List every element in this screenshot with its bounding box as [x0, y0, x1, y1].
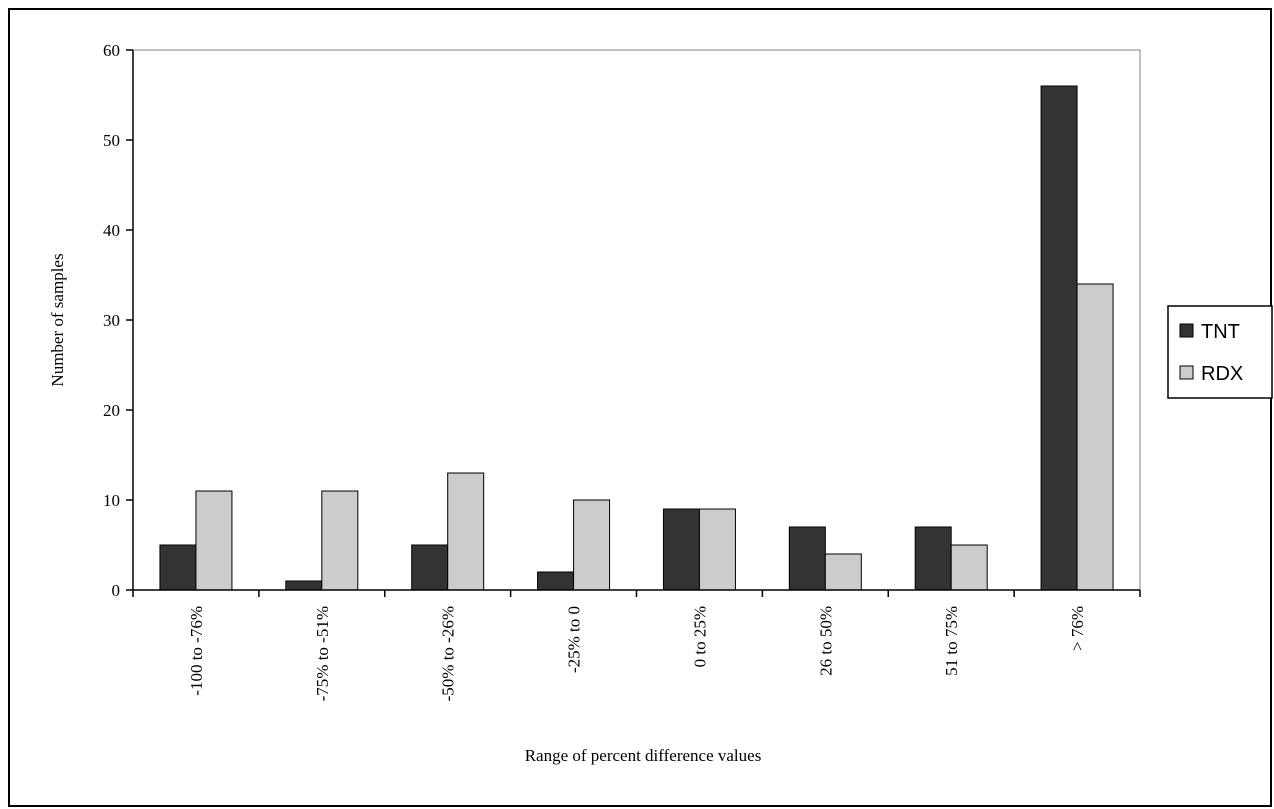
x-tick-label: -50% to -26% [439, 606, 458, 701]
legend-label-rdx: RDX [1201, 363, 1243, 385]
y-tick-label: 10 [103, 491, 120, 510]
bar-tnt-2 [411, 544, 449, 591]
legend-box [1167, 305, 1273, 399]
y-tick-label: 20 [103, 401, 120, 420]
legend-swatch-rdx [1179, 365, 1194, 380]
y-axis-label: Number of samples [48, 253, 67, 386]
bar-rdx-5 [824, 553, 862, 591]
bar-rdx-0 [195, 490, 233, 591]
bar-rdx-3 [573, 499, 611, 591]
bar-rdx-7 [1076, 283, 1114, 591]
bar-tnt-3 [537, 571, 575, 591]
y-tick-label: 40 [103, 221, 120, 240]
x-tick-label: 26 to 50% [816, 606, 835, 676]
x-tick-label: -75% to -51% [313, 606, 332, 701]
y-tick-label: 0 [112, 581, 121, 600]
legend: TNT RDX [1167, 305, 1273, 399]
bar-tnt-6 [914, 526, 952, 591]
bar-tnt-5 [788, 526, 826, 591]
x-tick-label: > 76% [1068, 606, 1087, 651]
x-tick-label: 51 to 75% [942, 606, 961, 676]
x-axis-label: Range of percent difference values [525, 746, 762, 765]
y-tick-label: 60 [103, 41, 120, 60]
bar-rdx-6 [950, 544, 988, 591]
x-tick-label: -25% to 0 [565, 606, 584, 673]
bars-layer [159, 85, 1114, 591]
y-ticks-layer: 0 10 20 30 40 50 60 [103, 41, 133, 600]
y-tick-label: 30 [103, 311, 120, 330]
legend-swatch-tnt [1179, 323, 1194, 338]
bar-tnt-7 [1040, 85, 1078, 591]
x-tick-label: 0 to 25% [690, 606, 709, 667]
bar-tnt-1 [285, 580, 323, 591]
bar-tnt-0 [159, 544, 197, 591]
x-ticks-layer: -100 to -76% -75% to -51% -50% to -26% -25%… [132, 590, 1141, 701]
legend-label-tnt: TNT [1201, 321, 1240, 343]
bar-tnt-4 [662, 508, 700, 591]
bar-rdx-1 [321, 490, 359, 591]
y-tick-label: 50 [103, 131, 120, 150]
bar-rdx-4 [698, 508, 736, 591]
bar-rdx-2 [447, 472, 485, 591]
x-tick-label: -100 to -76% [187, 606, 206, 696]
plot-area [132, 49, 1141, 591]
